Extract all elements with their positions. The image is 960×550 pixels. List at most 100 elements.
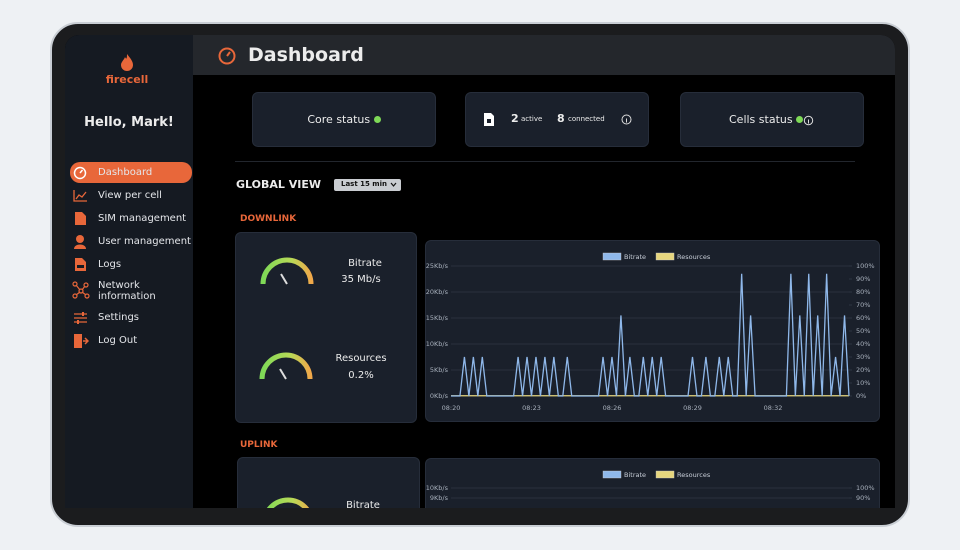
y2-tick-label: 30% xyxy=(856,353,870,361)
gauge-arc xyxy=(266,497,310,508)
status-dot xyxy=(796,116,804,123)
y2-tick-label: 90% xyxy=(856,494,870,502)
y2-tick-label: 0% xyxy=(856,392,866,400)
active-count: 2 xyxy=(511,112,519,125)
gauge-arc xyxy=(259,352,313,380)
y2-tick-label: 80% xyxy=(856,288,870,296)
legend-label: Resources xyxy=(677,471,711,479)
downlink-chart: 0Kb/s 5Kb/s 10Kb/s 15Kb/s 20Kb/s 25Kb/s 0% 10% 2… xyxy=(426,252,875,412)
menu-icon xyxy=(74,334,89,348)
gauge-arc xyxy=(260,257,314,285)
legend-swatch xyxy=(602,470,622,479)
x-tick-label: 08:23 xyxy=(522,404,541,412)
core-status-card[interactable]: Core status xyxy=(252,92,436,147)
y-tick-label: 15Kb/s xyxy=(426,314,449,322)
gauge-card: Bitrate xyxy=(237,457,420,508)
section-title: DOWNLINK xyxy=(240,214,297,224)
gauge-needle xyxy=(280,273,288,285)
menu-item[interactable]: User management xyxy=(98,236,191,247)
info-icon[interactable] xyxy=(803,115,814,126)
y-tick-label: 10Kb/s xyxy=(426,484,449,492)
legend-label: Bitrate xyxy=(624,253,646,261)
menu-item[interactable]: Logs xyxy=(98,259,122,270)
y2-tick-label: 100% xyxy=(856,262,875,270)
gauge-label: Resources xyxy=(335,353,387,364)
legend-swatch xyxy=(655,252,675,261)
card-label: Cells status xyxy=(729,113,793,126)
gauges xyxy=(266,497,310,508)
y-tick-label: 9Kb/s xyxy=(430,494,449,502)
uplink-chart: 9Kb/s 10Kb/s 90% 100% Bitrate Resources xyxy=(426,470,875,502)
x-tick-label: 08:32 xyxy=(764,404,783,412)
menu-icon xyxy=(72,281,90,299)
card-label: Core status xyxy=(307,113,371,126)
sim-card[interactable]: 2 active 8 connected xyxy=(465,92,649,147)
menu-item[interactable]: Dashboard xyxy=(98,167,153,178)
period-label: Last 15 min xyxy=(341,180,387,188)
cells-status-card[interactable]: Cells status xyxy=(680,92,864,147)
gauge-value: 35 Mb/s xyxy=(341,274,381,285)
series-line xyxy=(451,273,850,397)
separator xyxy=(235,161,855,162)
chart-card: 9Kb/s 10Kb/s 90% 100% Bitrate Resources xyxy=(425,458,880,508)
legend-swatch xyxy=(655,470,675,479)
dropdown-arrow xyxy=(390,182,397,187)
connected-label: connected xyxy=(568,115,605,123)
connected-count: 8 xyxy=(557,112,565,125)
gauge-value: 0.2% xyxy=(348,370,374,381)
y2-tick-label: 20% xyxy=(856,366,870,374)
menu-icon xyxy=(73,190,87,202)
y2-tick-label: 60% xyxy=(856,314,870,322)
y-tick-label: 25Kb/s xyxy=(426,262,449,270)
menu-icon xyxy=(74,235,86,249)
menu-item[interactable]: Network information xyxy=(98,280,156,302)
screen: firecell Hello, Mark! Dashboard View per… xyxy=(65,35,895,508)
y2-tick-label: 50% xyxy=(856,327,870,335)
y-tick-label: 10Kb/s xyxy=(426,340,449,348)
y2-tick-label: 70% xyxy=(856,301,870,309)
chart-card: 0Kb/s 5Kb/s 10Kb/s 15Kb/s 20Kb/s 25Kb/s 0% 10% 2… xyxy=(425,240,880,422)
active-label: active xyxy=(521,115,543,123)
legend-label: Resources xyxy=(677,253,711,261)
y2-tick-label: 100% xyxy=(856,484,875,492)
menu-item[interactable]: Settings xyxy=(98,312,140,323)
menu-item[interactable]: Log Out xyxy=(98,335,138,346)
greeting: Hello, Mark! xyxy=(84,115,174,130)
x-tick-label: 08:26 xyxy=(603,404,622,412)
section-title: GLOBAL VIEW xyxy=(236,178,321,191)
x-tick-label: 08:29 xyxy=(683,404,702,412)
menu-icon xyxy=(75,212,86,225)
gauges xyxy=(259,257,314,380)
gauge-needle xyxy=(279,368,287,380)
info-icon[interactable] xyxy=(621,114,632,125)
menu-item[interactable]: SIM management xyxy=(98,213,187,224)
y-tick-label: 5Kb/s xyxy=(430,366,449,374)
gauge-card: Bitrate 35 Mb/s Resources 0.2% xyxy=(235,232,417,423)
menu-item[interactable]: View per cell xyxy=(98,190,162,201)
legend-label: Bitrate xyxy=(624,471,646,479)
header: Dashboard xyxy=(193,35,895,75)
x-tick-label: 08:20 xyxy=(442,404,461,412)
y2-tick-label: 40% xyxy=(856,340,870,348)
logo-icon xyxy=(121,54,133,71)
menu-active-bg xyxy=(70,162,192,183)
status-dot xyxy=(373,116,381,123)
gauge-label: Bitrate xyxy=(348,258,382,269)
y2-tick-label: 90% xyxy=(856,275,870,283)
menu-icon xyxy=(75,258,86,271)
header-icon xyxy=(218,47,236,65)
gauge-label: Bitrate xyxy=(346,500,380,508)
y-tick-label: 20Kb/s xyxy=(426,288,449,296)
menu-icon xyxy=(74,312,87,324)
period-dropdown[interactable]: Last 15 min xyxy=(334,179,401,191)
sidebar: firecell Hello, Mark! Dashboard View per… xyxy=(65,35,193,508)
page-title: Dashboard xyxy=(248,44,364,66)
section-title: UPLINK xyxy=(240,440,278,450)
y2-tick-label: 10% xyxy=(856,379,870,387)
sim-icon xyxy=(484,113,494,126)
logo-text: firecell xyxy=(105,73,149,86)
y-tick-label: 0Kb/s xyxy=(430,392,449,400)
menu-icon xyxy=(73,166,87,180)
legend-swatch xyxy=(602,252,622,261)
